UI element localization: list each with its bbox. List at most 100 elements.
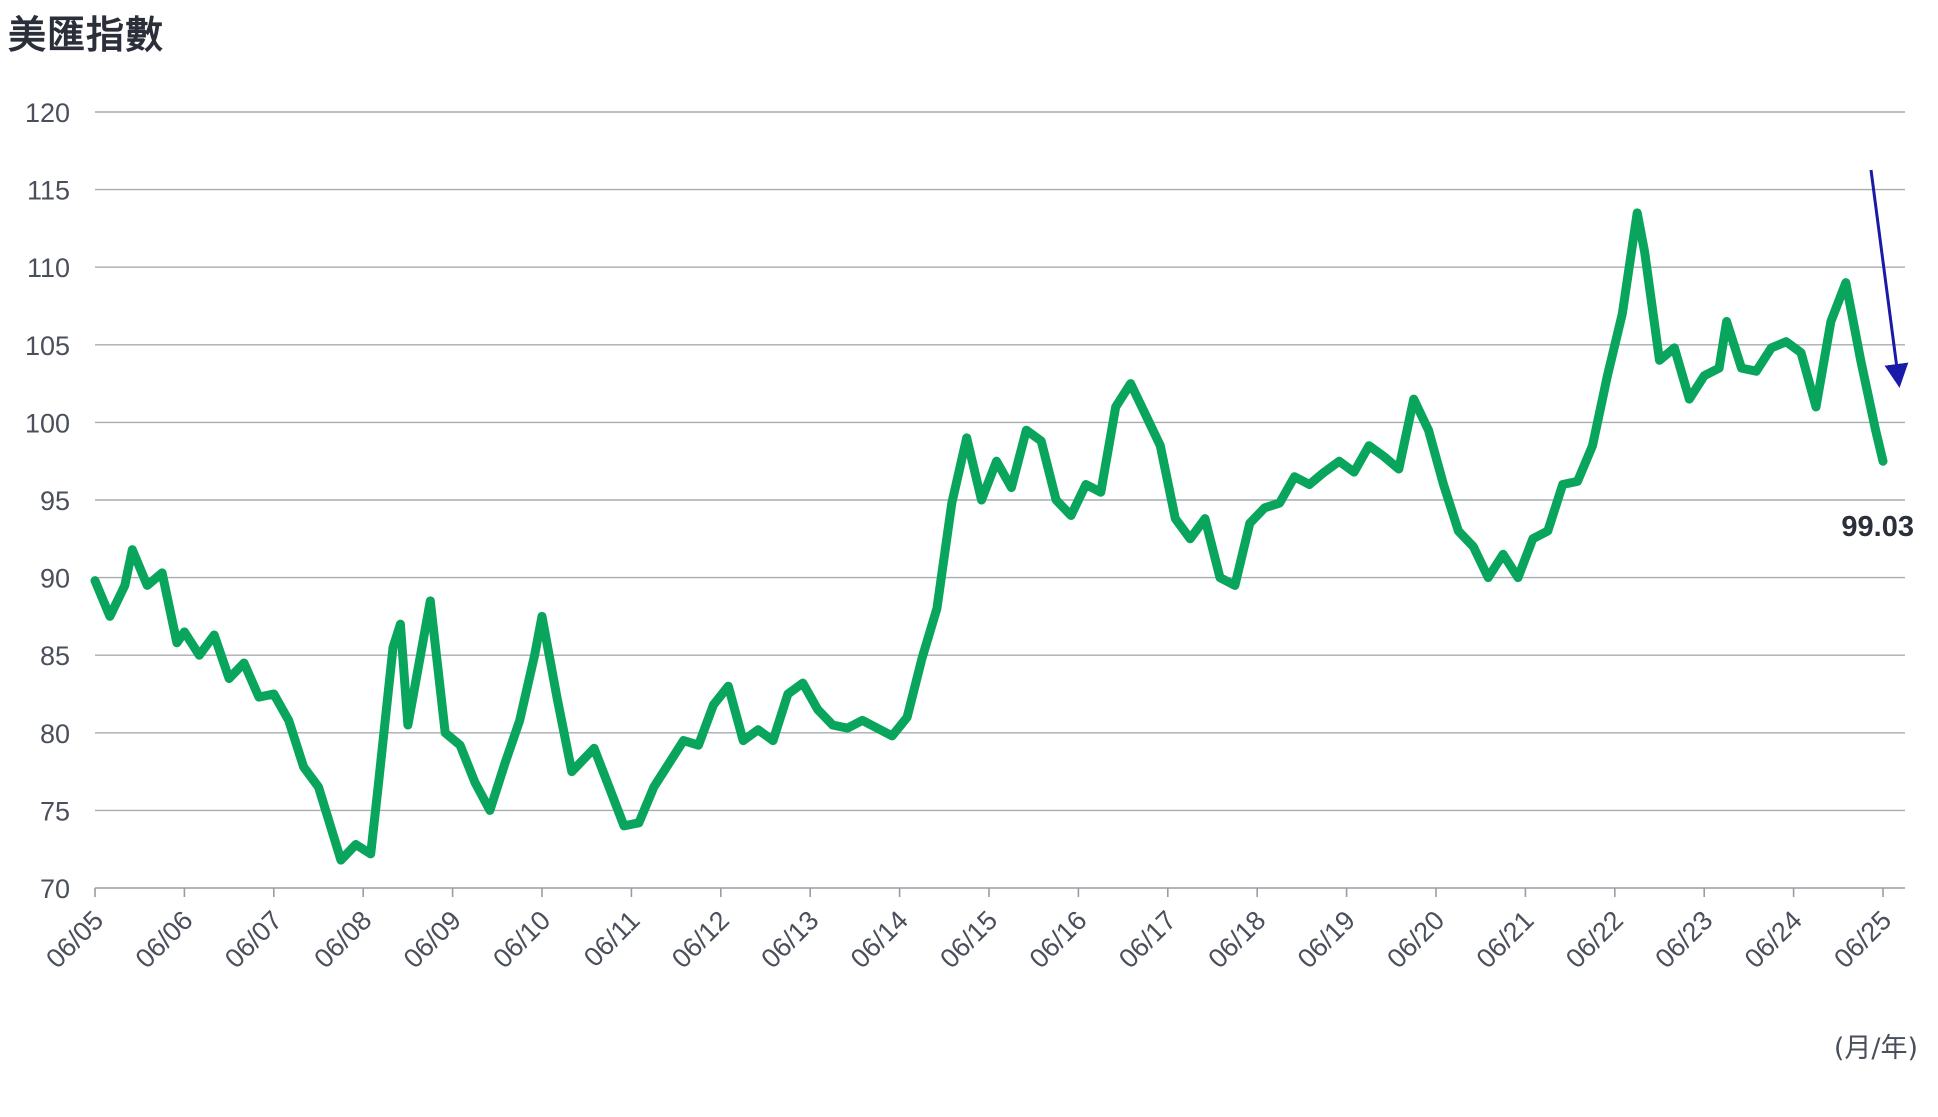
data-point xyxy=(1142,411,1149,418)
data-point xyxy=(1686,396,1693,403)
data-point xyxy=(181,628,188,635)
data-point xyxy=(665,760,672,767)
data-point xyxy=(315,784,322,791)
data-point xyxy=(1634,209,1641,216)
data-point xyxy=(1485,574,1492,581)
data-point xyxy=(1559,481,1566,488)
data-point xyxy=(1656,357,1663,364)
x-axis: 06/05 06/06 06/07 06/08 06/09 06/10 06/11 06/12… xyxy=(40,888,1897,974)
y-tick-label: 120 xyxy=(25,98,70,128)
data-point xyxy=(1440,481,1447,488)
data-point xyxy=(568,768,575,775)
x-tick-label: 06/19 xyxy=(1292,905,1361,974)
data-point xyxy=(1455,528,1462,534)
data-point xyxy=(1291,473,1298,480)
data-point xyxy=(755,726,762,733)
data-point xyxy=(1231,582,1238,589)
data-point xyxy=(904,714,911,721)
data-point xyxy=(1880,458,1886,465)
data-point xyxy=(978,497,985,503)
data-point xyxy=(300,763,307,770)
data-point xyxy=(1753,368,1760,375)
data-point xyxy=(1701,372,1708,379)
data-point xyxy=(889,732,896,739)
data-point xyxy=(680,737,687,744)
data-point xyxy=(695,742,702,749)
data-point xyxy=(1798,349,1804,356)
data-point xyxy=(367,850,374,857)
data-point xyxy=(1604,372,1611,379)
data-point xyxy=(106,613,113,620)
data-point xyxy=(1671,344,1678,351)
series-line xyxy=(90,208,1888,865)
data-point xyxy=(591,745,598,752)
data-point xyxy=(1306,481,1313,488)
data-point xyxy=(486,807,493,814)
y-tick-label: 105 xyxy=(25,331,70,361)
x-tick-label: 06/09 xyxy=(398,905,467,974)
trend-arrow xyxy=(1869,169,1909,388)
last-value-label: 99.03 xyxy=(1841,511,1914,543)
data-point xyxy=(539,613,545,620)
data-point xyxy=(1038,438,1045,444)
x-tick-label: 06/21 xyxy=(1471,905,1540,974)
data-point xyxy=(1068,512,1074,519)
data-point xyxy=(1157,442,1164,449)
data-point xyxy=(427,597,434,604)
data-point xyxy=(472,779,478,786)
data-point xyxy=(270,691,277,697)
data-point xyxy=(784,691,791,697)
data-point xyxy=(1246,520,1253,527)
data-point xyxy=(1351,469,1358,476)
y-tick-label: 80 xyxy=(40,719,70,749)
data-point xyxy=(1723,318,1730,325)
data-point xyxy=(919,655,925,662)
data-point xyxy=(121,582,128,589)
data-point xyxy=(770,737,776,744)
data-point xyxy=(255,694,262,701)
data-point xyxy=(1008,484,1015,491)
data-point xyxy=(1857,357,1864,364)
data-point xyxy=(211,632,218,638)
data-point xyxy=(1716,365,1723,372)
data-point xyxy=(1500,551,1507,558)
data-point xyxy=(501,760,508,767)
data-point xyxy=(144,582,151,589)
x-tick-label: 06/10 xyxy=(487,905,556,974)
data-point xyxy=(621,822,627,829)
x-tick-label: 06/13 xyxy=(755,905,824,974)
data-point xyxy=(1574,478,1581,485)
data-point xyxy=(1410,396,1417,403)
data-point xyxy=(1276,500,1283,507)
data-point xyxy=(635,819,642,826)
data-point xyxy=(1872,427,1879,434)
data-point xyxy=(1053,497,1060,503)
y-tick-label: 75 xyxy=(40,796,70,826)
x-tick-label: 06/07 xyxy=(219,905,288,974)
x-tick-label: 06/06 xyxy=(130,905,199,974)
data-point xyxy=(196,652,203,659)
data-point xyxy=(1470,543,1477,550)
data-point xyxy=(1127,380,1134,387)
data-point xyxy=(129,546,136,553)
data-point xyxy=(1172,515,1179,522)
y-tick-label: 70 xyxy=(40,874,70,904)
x-tick-label: 06/24 xyxy=(1739,905,1808,974)
data-point xyxy=(1321,469,1328,476)
data-point xyxy=(1544,528,1551,534)
x-tick-label: 06/15 xyxy=(934,905,1003,974)
x-tick-label: 06/05 xyxy=(40,905,109,974)
data-point xyxy=(1768,344,1775,351)
data-point xyxy=(650,784,657,791)
data-point xyxy=(933,605,940,612)
x-tick-label: 06/08 xyxy=(308,905,377,974)
data-point xyxy=(1827,318,1834,325)
data-point xyxy=(375,784,382,791)
data-point xyxy=(457,742,464,749)
data-point xyxy=(285,717,292,724)
data-point xyxy=(1187,535,1194,542)
data-point xyxy=(993,458,1000,465)
data-point xyxy=(92,577,98,584)
data-point xyxy=(1395,466,1402,472)
